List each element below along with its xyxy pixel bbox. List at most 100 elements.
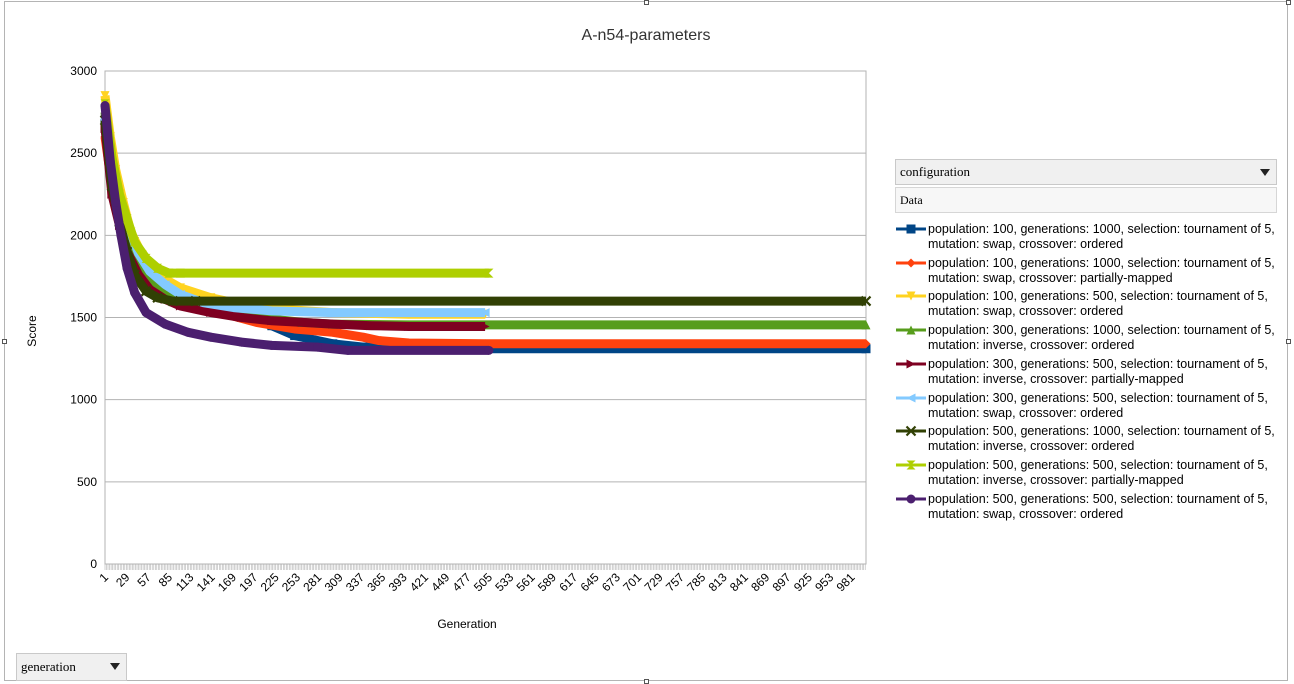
data-point [111,197,121,207]
generation-dropdown[interactable]: generation [16,653,127,681]
x-tick-label: 925 [791,570,815,594]
x-tick-label: 561 [514,570,538,594]
data-point [100,91,110,101]
data-point [141,308,151,318]
chevron-down-icon[interactable] [110,663,120,670]
x-tick-label: 253 [279,570,303,594]
y-tick-label: 1500 [70,311,97,325]
legend-marker-icon [906,393,916,402]
y-axis: 0 500 1000 1500 2000 2500 3000 [70,64,97,571]
configuration-dropdown[interactable]: configuration [895,159,1277,185]
y-tick-label: 2000 [70,228,97,242]
data-point [160,319,170,329]
x-tick-label: 645 [578,570,602,594]
legend-marker-icon [906,291,916,301]
data-field-button[interactable]: Data [895,187,1277,213]
legend-swatch [896,224,926,234]
legend-marker-icon [906,224,916,234]
legend-swatch [896,494,926,504]
legend-label: population: 300, generations: 1000, sele… [928,323,1275,353]
legend-swatch [896,359,926,369]
series-line [100,111,866,330]
x-axis-label: Generation [437,617,496,631]
series-line [100,116,486,318]
legend-marker-icon [906,460,916,470]
data-point [100,101,110,111]
data-point [328,308,338,318]
resize-handle-top-right[interactable] [1286,0,1291,5]
data-point [297,317,307,327]
legend-swatch [896,393,926,402]
data-point [484,345,494,355]
legend-label: population: 100, generations: 1000, sele… [928,255,1275,285]
x-tick-label: 393 [386,570,410,594]
resize-handle-right[interactable] [1286,339,1291,344]
legend-marker-icon [905,425,917,437]
series-8 [100,99,494,278]
resize-handle-top[interactable] [644,0,649,5]
resize-handle-left[interactable] [2,339,7,344]
y-axis-label: Score [25,315,39,347]
x-tick-label: 589 [535,570,559,594]
x-tick-label: 981 [834,570,858,594]
y-tick-label: 2500 [70,146,97,160]
data-point [160,280,170,290]
x-tick-label: 617 [556,570,580,594]
x-tick-label: 785 [684,570,708,594]
legend-panel: configuration Data population: 100, gene… [895,159,1277,521]
x-tick-label: 85 [156,570,176,590]
legend-label: population: 500, generations: 500, selec… [928,457,1268,487]
x-tick-label: 281 [300,570,324,594]
data-point [267,306,277,316]
legend-marker-icon [906,258,916,268]
legend-swatch [896,325,926,335]
series-line [100,103,489,278]
data-point [267,316,277,326]
data-point [313,342,323,352]
data-point [480,322,490,332]
data-point [164,268,174,278]
series-9 [100,101,494,355]
data-point [122,263,132,273]
legend-label: population: 100, generations: 500, selec… [928,289,1268,319]
data-point [860,295,872,307]
x-tick-label: 673 [599,570,623,594]
data-point [140,285,152,297]
series-layer [99,91,872,355]
y-tick-label: 500 [77,475,97,489]
data-point [116,230,126,240]
data-point [206,308,216,318]
x-tick-label: 197 [236,570,260,594]
data-point [290,324,300,334]
data-point [236,313,246,322]
data-point [175,268,185,278]
data-point [130,288,140,298]
x-tick-label: 533 [492,570,516,594]
x-tick-label: 813 [706,570,730,594]
x-axis: 1 29 57 85113141169197225253281309337365393… [96,564,866,594]
data-point [153,263,163,273]
legend-marker-icon [906,494,916,504]
data-point [141,253,151,263]
data-point [267,340,277,350]
x-tick-label: 841 [727,570,751,594]
data-point [190,295,201,307]
legend-swatch [896,291,926,301]
data-point [404,338,414,348]
x-tick-label: 701 [620,570,644,594]
data-point [105,156,115,166]
x-tick-label: 113 [173,570,197,594]
x-tick-label: 729 [642,570,666,594]
data-point [366,321,376,331]
legend-swatch [896,425,926,437]
data-point [236,337,246,347]
data-point [328,327,338,337]
data-point [480,308,490,318]
data-point [328,319,338,329]
x-tick-label: 869 [748,570,772,594]
x-tick-label: 57 [134,570,154,590]
x-tick-label: 449 [428,570,452,594]
chevron-down-icon[interactable] [1260,169,1270,176]
generation-dropdown-label: generation [21,659,76,674]
